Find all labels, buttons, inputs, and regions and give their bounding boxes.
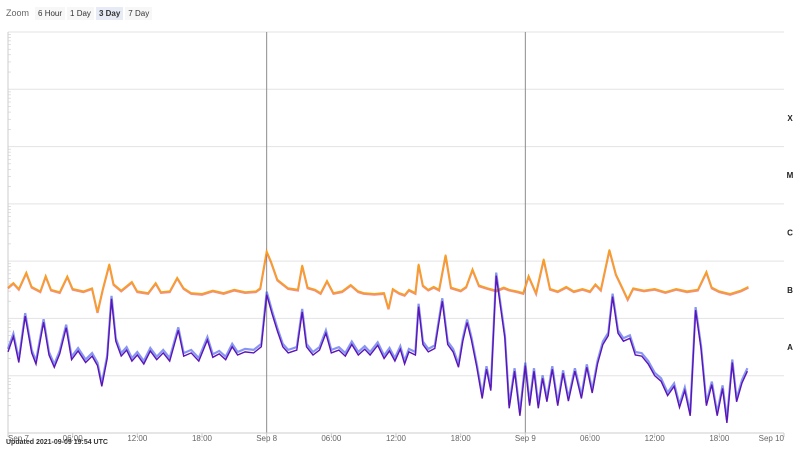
flare-class-label: M bbox=[787, 171, 794, 180]
flare-class-label: A bbox=[787, 343, 793, 352]
x-tick-label: 18:00 bbox=[192, 434, 213, 443]
x-tick-label: 12:00 bbox=[386, 434, 407, 443]
zoom-label: Zoom bbox=[6, 8, 30, 18]
x-tick-label: Sep 7 bbox=[8, 434, 29, 443]
zoom-bar: Zoom 6 Hour 1 Day 3 Day 7 Day bbox=[6, 4, 153, 22]
x-tick-label: Sep 10 bbox=[759, 434, 785, 443]
x-tick-label: Sep 9 bbox=[515, 434, 536, 443]
flare-class-label: X bbox=[787, 114, 793, 123]
x-tick-label: 06:00 bbox=[580, 434, 601, 443]
zoom-7-day-button[interactable]: 7 Day bbox=[125, 6, 153, 20]
x-tick-label: 06:00 bbox=[321, 434, 342, 443]
zoom-3-day-button[interactable]: 3 Day bbox=[95, 6, 124, 20]
x-tick-label: 18:00 bbox=[451, 434, 472, 443]
flare-class-label: C bbox=[787, 229, 793, 238]
series-line bbox=[7, 275, 749, 423]
series-line-secondary bbox=[6, 272, 749, 421]
x-tick-label: 12:00 bbox=[127, 434, 148, 443]
zoom-1-day-button[interactable]: 1 Day bbox=[67, 6, 94, 20]
flare-class-label: B bbox=[787, 286, 793, 295]
x-tick-label: Sep 8 bbox=[256, 434, 277, 443]
series-line-secondary bbox=[7, 248, 749, 314]
x-tick-label: 12:00 bbox=[645, 434, 666, 443]
zoom-6-hour-button[interactable]: 6 Hour bbox=[35, 6, 66, 20]
x-tick-label: 06:00 bbox=[63, 434, 84, 443]
x-tick-label: 18:00 bbox=[709, 434, 730, 443]
updated-timestamp: Updated 2021-09-09 19:54 UTC bbox=[6, 439, 108, 446]
series-line bbox=[7, 248, 749, 313]
